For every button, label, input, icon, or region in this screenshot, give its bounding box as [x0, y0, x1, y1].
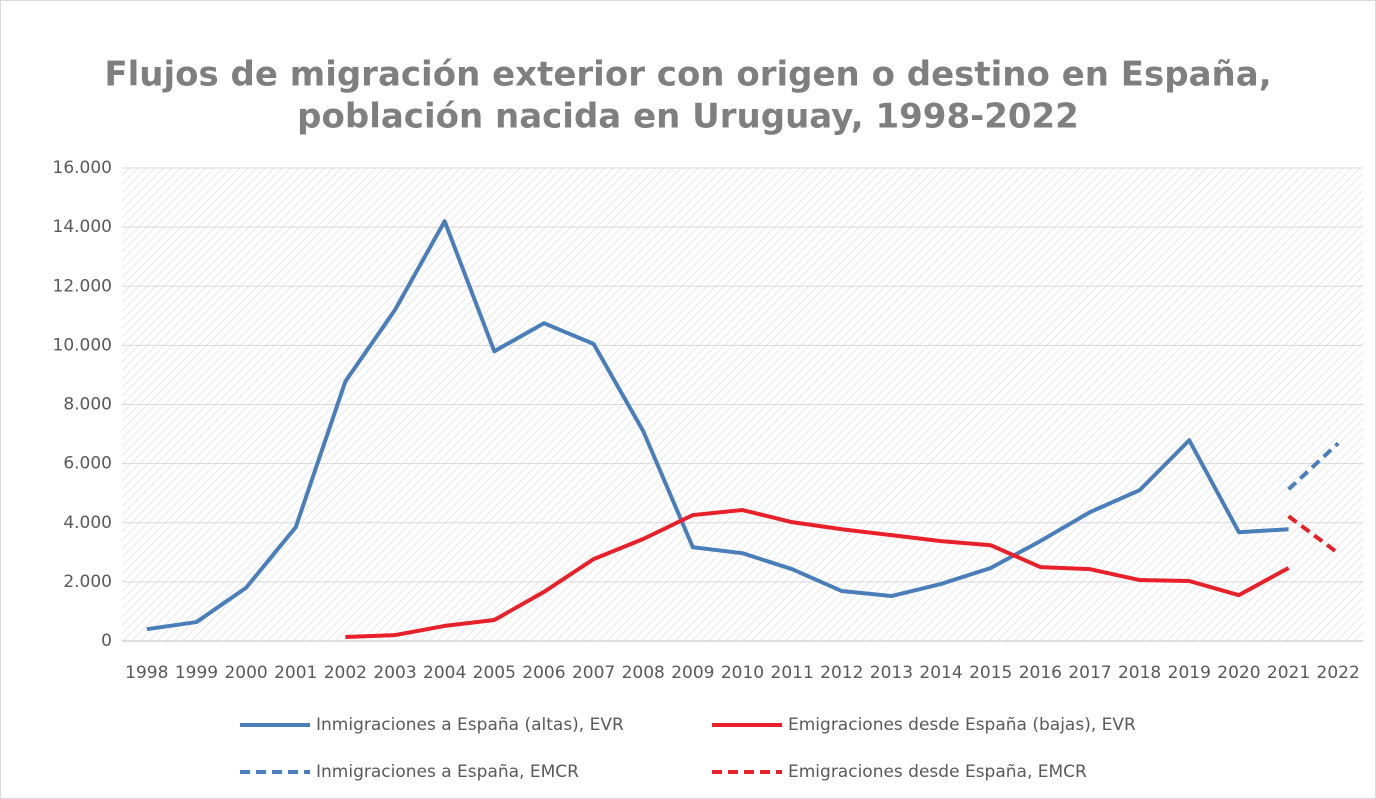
x-tick-label: 2004 — [423, 663, 466, 683]
chart-title: población nacida en Uruguay, 1998-2022 — [297, 97, 1079, 137]
x-tick-label: 2019 — [1168, 663, 1211, 683]
series-line — [146, 219, 1289, 632]
y-tick-label: 0 — [101, 631, 112, 651]
legend-label: Emigraciones desde España, EMCR — [788, 762, 1087, 782]
x-tick-label: 2011 — [771, 663, 814, 683]
x-tick-label: 2009 — [671, 663, 714, 683]
x-tick-label: 2006 — [522, 663, 565, 683]
y-tick-label: 8.000 — [63, 395, 112, 415]
y-tick-label: 6.000 — [63, 454, 112, 474]
x-tick-label: 2013 — [870, 663, 913, 683]
x-tick-label: 2000 — [224, 663, 267, 683]
x-tick-label: 2015 — [969, 663, 1012, 683]
x-tick-label: 2021 — [1267, 663, 1310, 683]
y-tick-label: 16.000 — [53, 158, 112, 178]
legend-label: Inmigraciones a España, EMCR — [316, 762, 579, 782]
series-line — [1287, 441, 1340, 491]
x-tick-label: 2008 — [622, 663, 665, 683]
x-tick-label: 2007 — [572, 663, 615, 683]
x-tick-label: 2012 — [820, 663, 863, 683]
x-tick-label: 1998 — [125, 663, 168, 683]
x-tick-label: 2003 — [373, 663, 416, 683]
x-tick-label: 2005 — [473, 663, 516, 683]
x-tick-label: 2022 — [1317, 663, 1360, 683]
series-line — [345, 508, 1290, 640]
y-tick-label: 10.000 — [53, 335, 112, 355]
x-tick-label: 1999 — [175, 663, 218, 683]
x-tick-label: 2016 — [1019, 663, 1062, 683]
x-tick-label: 2017 — [1068, 663, 1111, 683]
x-tick-label: 2002 — [324, 663, 367, 683]
y-tick-label: 4.000 — [63, 513, 112, 533]
y-tick-label: 12.000 — [53, 276, 112, 296]
y-tick-label: 2.000 — [63, 572, 112, 592]
x-tick-label: 2001 — [274, 663, 317, 683]
legend-label: Emigraciones desde España (bajas), EVR — [788, 715, 1136, 735]
x-tick-label: 2018 — [1118, 663, 1161, 683]
x-tick-label: 2014 — [919, 663, 962, 683]
x-tick-label: 2010 — [721, 663, 764, 683]
chart-title: Flujos de migración exterior con origen … — [104, 55, 1271, 95]
series-line — [1287, 514, 1340, 555]
legend-label: Inmigraciones a España (altas), EVR — [316, 715, 624, 735]
x-tick-label: 2020 — [1217, 663, 1260, 683]
y-tick-label: 14.000 — [53, 217, 112, 237]
